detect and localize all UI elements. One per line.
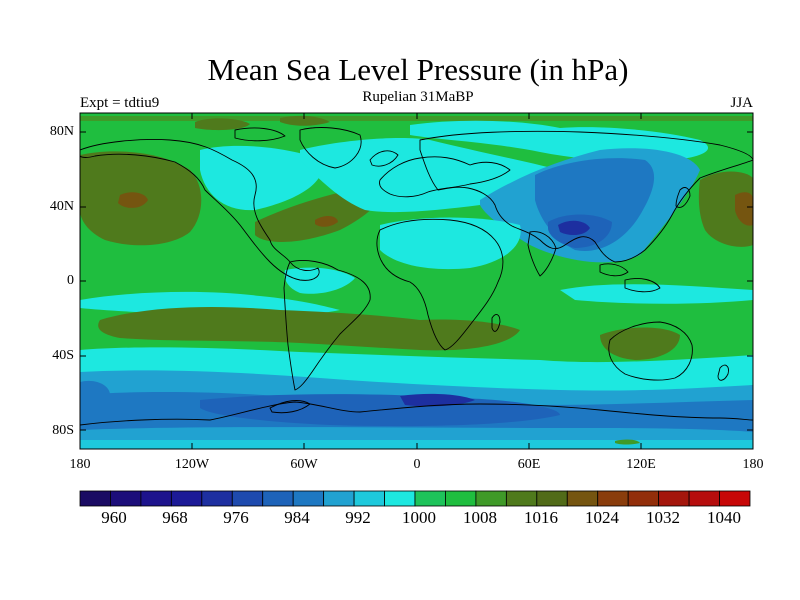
colorbar-label: 968 [162,508,188,527]
coastline [234,127,286,142]
lat-tick-label: 40S [52,348,74,363]
lat-tick-label: 80S [52,423,74,438]
coastline [491,314,501,332]
coastlines [80,127,753,426]
coastline [299,127,362,169]
colorbar-label: 984 [284,508,310,527]
chart-subtitle: Rupelian 31MaBP [362,89,474,105]
colorbar-label: 992 [345,508,371,527]
coastline [269,400,311,414]
colorbar-label: 1032 [646,508,680,527]
coastline [419,130,753,263]
pressure-region [735,192,753,226]
coastline [369,150,399,167]
colorbar-label: 1024 [585,508,619,527]
pressure-region [698,171,753,247]
lat-tick-label: 40N [49,199,74,214]
pressure-region [98,307,521,351]
lon-tick-label: 60W [290,457,318,472]
pressure-region [615,439,640,445]
lon-tick-label: 180 [69,457,91,472]
pressure-region [380,217,521,270]
coastline [80,401,753,426]
pressure-region [558,220,590,236]
pressure-region [280,115,330,126]
coastline [717,364,729,381]
lon-tick-label: 0 [413,457,421,472]
pressure-region [195,118,250,131]
coastline [379,156,511,198]
pressure-region [400,393,475,407]
lon-tick-label: 60E [517,457,541,472]
pressure-region [600,327,680,360]
pressure-region [118,192,148,208]
axis-ticks [79,113,754,449]
pressure-region [284,267,355,294]
chart-title: Mean Sea Level Pressure (in hPa) [207,52,629,87]
colorbar-label: 976 [223,508,249,527]
coastline [283,259,371,391]
lon-tick-label: 180 [742,457,764,472]
coastline [608,321,693,381]
colorbar-label: 960 [101,508,127,527]
coastline [675,187,691,208]
pressure-region [80,380,110,404]
colorbar-label: 1040 [707,508,741,527]
season-label: JJA [730,95,753,111]
pressure-contour-fields [80,115,753,449]
colorbar-label: 1000 [402,508,436,527]
pressure-region [315,216,338,227]
lat-tick-label: 80N [49,124,74,139]
pressure-region [200,145,322,211]
coastline [599,263,629,277]
colorbar-label: 1008 [463,508,497,527]
coastline [376,218,504,351]
pressure-region [560,284,753,304]
experiment-label: Expt = tdtiu9 [80,95,160,111]
coastline [80,139,320,281]
colorbar-label: 1016 [524,508,558,527]
lat-tick-label: 0 [67,273,74,288]
coastline [624,277,661,293]
lon-tick-label: 120W [174,457,210,472]
coastline [527,231,557,277]
lon-tick-label: 120E [626,457,656,472]
